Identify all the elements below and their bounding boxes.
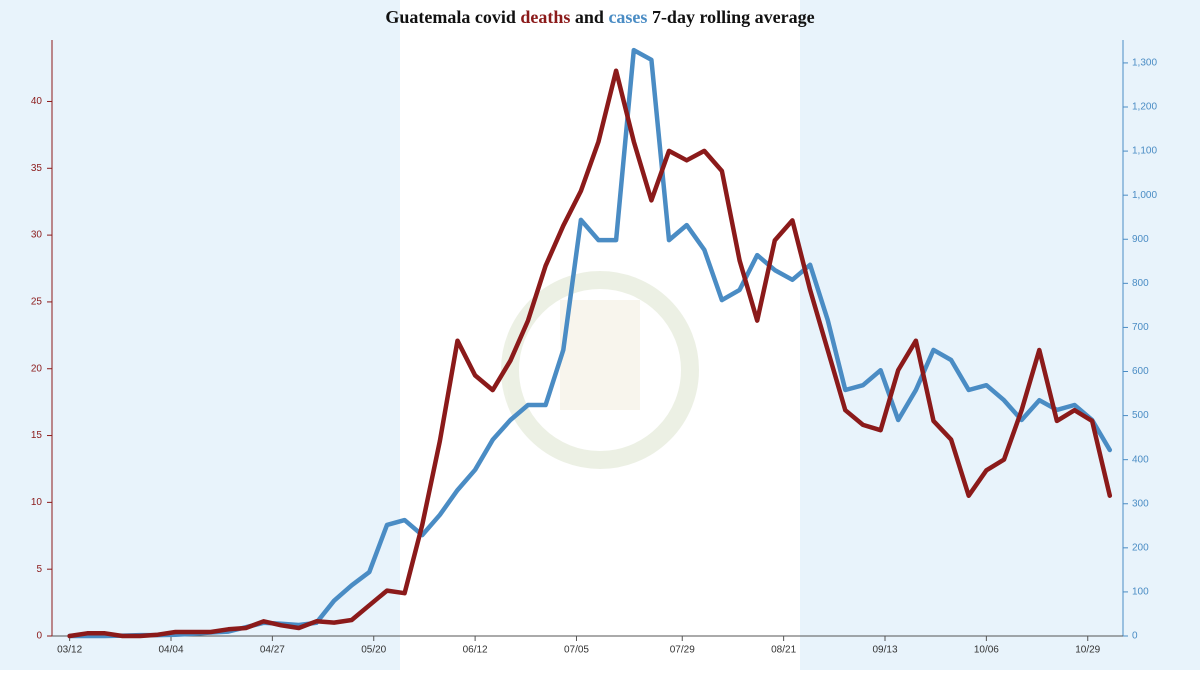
y-tick-label: 10 — [31, 497, 43, 508]
y-tick-label: 25 — [31, 297, 43, 308]
y-tick-label: 40 — [31, 96, 43, 107]
x-tick-label: 09/13 — [872, 645, 897, 656]
title-text: and — [570, 7, 608, 27]
y-tick-label: 20 — [31, 363, 43, 374]
y2-tick-label: 0 — [1132, 631, 1138, 642]
y2-tick-label: 200 — [1132, 542, 1149, 553]
y2-tick-label: 100 — [1132, 587, 1149, 598]
y2-tick-label: 1,000 — [1132, 190, 1157, 201]
x-tick-label: 07/29 — [670, 645, 695, 656]
y2-tick-label: 1,200 — [1132, 102, 1157, 113]
y-tick-label: 35 — [31, 163, 43, 174]
y2-tick-label: 400 — [1132, 454, 1149, 465]
x-tick-label: 06/12 — [463, 645, 488, 656]
y-tick-label: 15 — [31, 430, 43, 441]
emblem — [501, 271, 699, 469]
x-tick-label: 04/04 — [158, 645, 183, 656]
title-text: 7-day rolling average — [647, 7, 814, 27]
y-tick-label: 30 — [31, 230, 43, 241]
y2-tick-label: 300 — [1132, 498, 1149, 509]
x-tick-label: 03/12 — [57, 645, 82, 656]
y-tick-label: 0 — [36, 631, 42, 642]
chart-title: Guatemala covid deaths and cases 7-day r… — [385, 7, 814, 27]
x-tick-label: 10/29 — [1075, 645, 1100, 656]
flag-band-right — [800, 0, 1200, 670]
y2-tick-label: 1,300 — [1132, 58, 1157, 69]
title-text: Guatemala covid — [385, 7, 520, 27]
x-tick-label: 05/20 — [361, 645, 386, 656]
x-tick-label: 07/05 — [564, 645, 589, 656]
y2-tick-label: 1,100 — [1132, 146, 1157, 157]
title-deaths: deaths — [520, 7, 570, 27]
flag-band-center — [400, 0, 800, 670]
y2-tick-label: 600 — [1132, 366, 1149, 377]
x-tick-label: 08/21 — [771, 645, 796, 656]
x-tick-label: 04/27 — [260, 645, 285, 656]
y-tick-label: 5 — [36, 564, 42, 575]
y2-tick-label: 500 — [1132, 410, 1149, 421]
series-line — [67, 68, 1113, 639]
title-cases: cases — [608, 7, 647, 27]
y2-tick-label: 900 — [1132, 234, 1149, 245]
y2-tick-label: 700 — [1132, 322, 1149, 333]
flag-band-left — [0, 0, 400, 670]
y2-tick-label: 800 — [1132, 278, 1149, 289]
x-tick-label: 10/06 — [974, 645, 999, 656]
